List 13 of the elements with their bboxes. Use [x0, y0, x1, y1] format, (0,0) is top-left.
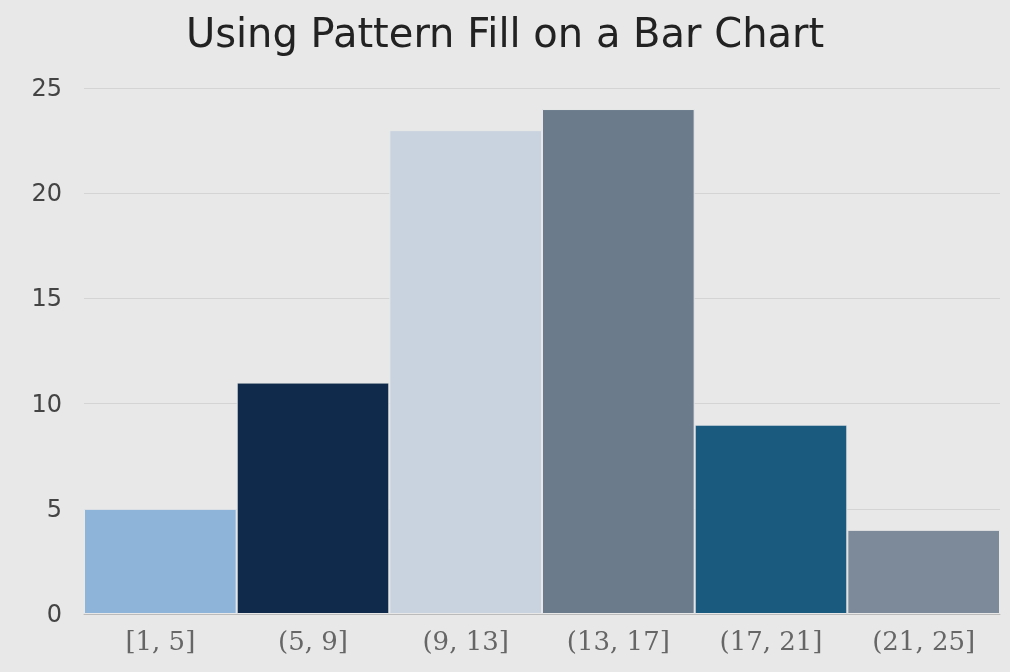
- x-tick-label: (5, 9]: [278, 626, 348, 656]
- x-tick-label: (21, 25]: [872, 626, 976, 656]
- y-tick-label: 0: [46, 600, 62, 628]
- x-tick-label: [1, 5]: [125, 626, 196, 656]
- y-tick-label: 15: [31, 284, 62, 313]
- y-tick-label: 5: [46, 494, 62, 523]
- chart-title: Using Pattern Fill on a Bar Chart: [185, 10, 825, 56]
- y-tick-label: 20: [31, 179, 62, 208]
- x-tick-label: (13, 17]: [566, 626, 670, 656]
- x-tick-label: (9, 13]: [422, 626, 509, 656]
- y-tick-label: 25: [31, 74, 62, 102]
- x-tick-label: (17, 21]: [719, 626, 823, 656]
- y-tick-label: 10: [31, 389, 62, 418]
